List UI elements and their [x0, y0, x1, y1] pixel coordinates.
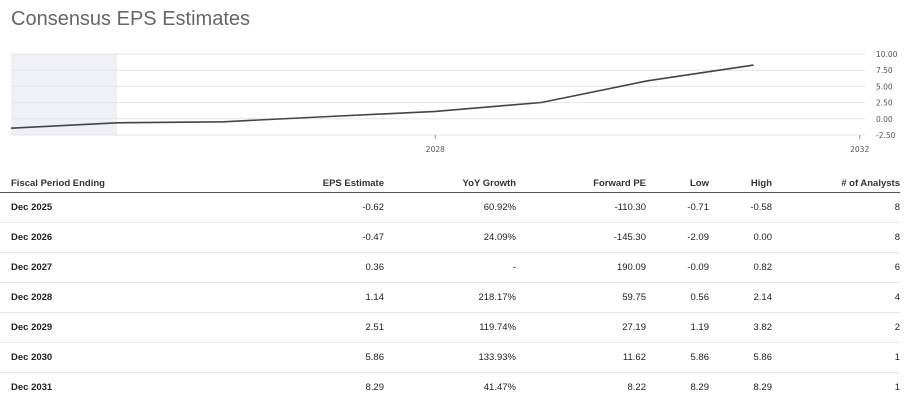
y-tick-label: -2.50 [876, 131, 896, 140]
eps-estimate-cell: 8.29 [176, 373, 384, 402]
fiscal-period-cell: Dec 2025 [0, 193, 176, 223]
header-eps-estimate[interactable]: EPS Estimate [176, 174, 384, 193]
yoy-growth-cell: 133.93% [384, 343, 516, 373]
num-analysts-cell: 6 [772, 253, 900, 283]
yoy-growth-cell: 218.17% [384, 283, 516, 313]
fiscal-period-cell: Dec 2026 [0, 223, 176, 253]
num-analysts-cell: 1 [772, 373, 900, 402]
high-cell: 8.29 [709, 373, 772, 402]
header-forward-pe[interactable]: Forward PE [516, 174, 646, 193]
x-tick-label: 2032 [850, 145, 869, 154]
y-tick-label: 10.00 [876, 50, 898, 59]
high-cell: 0.82 [709, 253, 772, 283]
header-num-analysts[interactable]: # of Analysts [772, 174, 900, 193]
forward-pe-cell: 27.19 [516, 313, 646, 343]
eps-estimate-cell: 0.36 [176, 253, 384, 283]
low-cell: -0.71 [646, 193, 709, 223]
forward-pe-cell: 59.75 [516, 283, 646, 313]
fiscal-period-cell: Dec 2031 [0, 373, 176, 402]
low-cell: -2.09 [646, 223, 709, 253]
eps-estimate-cell: -0.47 [176, 223, 384, 253]
num-analysts-cell: 2 [772, 313, 900, 343]
y-tick-label: 0.00 [876, 115, 893, 124]
forward-pe-cell: 190.09 [516, 253, 646, 283]
fiscal-period-cell: Dec 2028 [0, 283, 176, 313]
num-analysts-cell: 4 [772, 283, 900, 313]
high-cell: 3.82 [709, 313, 772, 343]
low-cell: 5.86 [646, 343, 709, 373]
low-cell: 8.29 [646, 373, 709, 402]
y-tick-label: 7.50 [876, 66, 893, 75]
high-cell: 2.14 [709, 283, 772, 313]
eps-estimate-cell: 1.14 [176, 283, 384, 313]
header-fiscal-period[interactable]: Fiscal Period Ending [0, 174, 176, 193]
page-title: Consensus EPS Estimates [11, 8, 250, 31]
eps-estimate-cell: -0.62 [176, 193, 384, 223]
yoy-growth-cell: 41.47% [384, 373, 516, 402]
x-tick-label: 2028 [426, 145, 445, 154]
y-tick-label: 2.50 [876, 99, 893, 108]
fiscal-period-cell: Dec 2029 [0, 313, 176, 343]
low-cell: 0.56 [646, 283, 709, 313]
forward-pe-cell: -145.30 [516, 223, 646, 253]
table-header-row: Fiscal Period Ending EPS Estimate YoY Gr… [0, 174, 900, 193]
yoy-growth-cell: 119.74% [384, 313, 516, 343]
eps-estimate-cell: 2.51 [176, 313, 384, 343]
forward-pe-cell: -110.30 [516, 193, 646, 223]
forward-pe-cell: 11.62 [516, 343, 646, 373]
header-low[interactable]: Low [646, 174, 709, 193]
yoy-growth-cell: - [384, 253, 516, 283]
eps-estimate-cell: 5.86 [176, 343, 384, 373]
y-tick-label: 5.00 [876, 82, 893, 91]
forward-pe-cell: 8.22 [516, 373, 646, 402]
high-cell: -0.58 [709, 193, 772, 223]
num-analysts-cell: 8 [772, 223, 900, 253]
fiscal-period-cell: Dec 2030 [0, 343, 176, 373]
num-analysts-cell: 1 [772, 343, 900, 373]
high-cell: 0.00 [709, 223, 772, 253]
eps-estimates-table: Fiscal Period Ending EPS Estimate YoY Gr… [0, 174, 900, 402]
eps-line-chart: 10.00 7.50 5.00 2.50 0.00 -2.50 2028 2032 [0, 44, 907, 164]
header-high[interactable]: High [709, 174, 772, 193]
fiscal-period-cell: Dec 2027 [0, 253, 176, 283]
low-cell: -0.09 [646, 253, 709, 283]
yoy-growth-cell: 24.09% [384, 223, 516, 253]
high-cell: 5.86 [709, 343, 772, 373]
header-yoy-growth[interactable]: YoY Growth [384, 174, 516, 193]
low-cell: 1.19 [646, 313, 709, 343]
yoy-growth-cell: 60.92% [384, 193, 516, 223]
num-analysts-cell: 8 [772, 193, 900, 223]
